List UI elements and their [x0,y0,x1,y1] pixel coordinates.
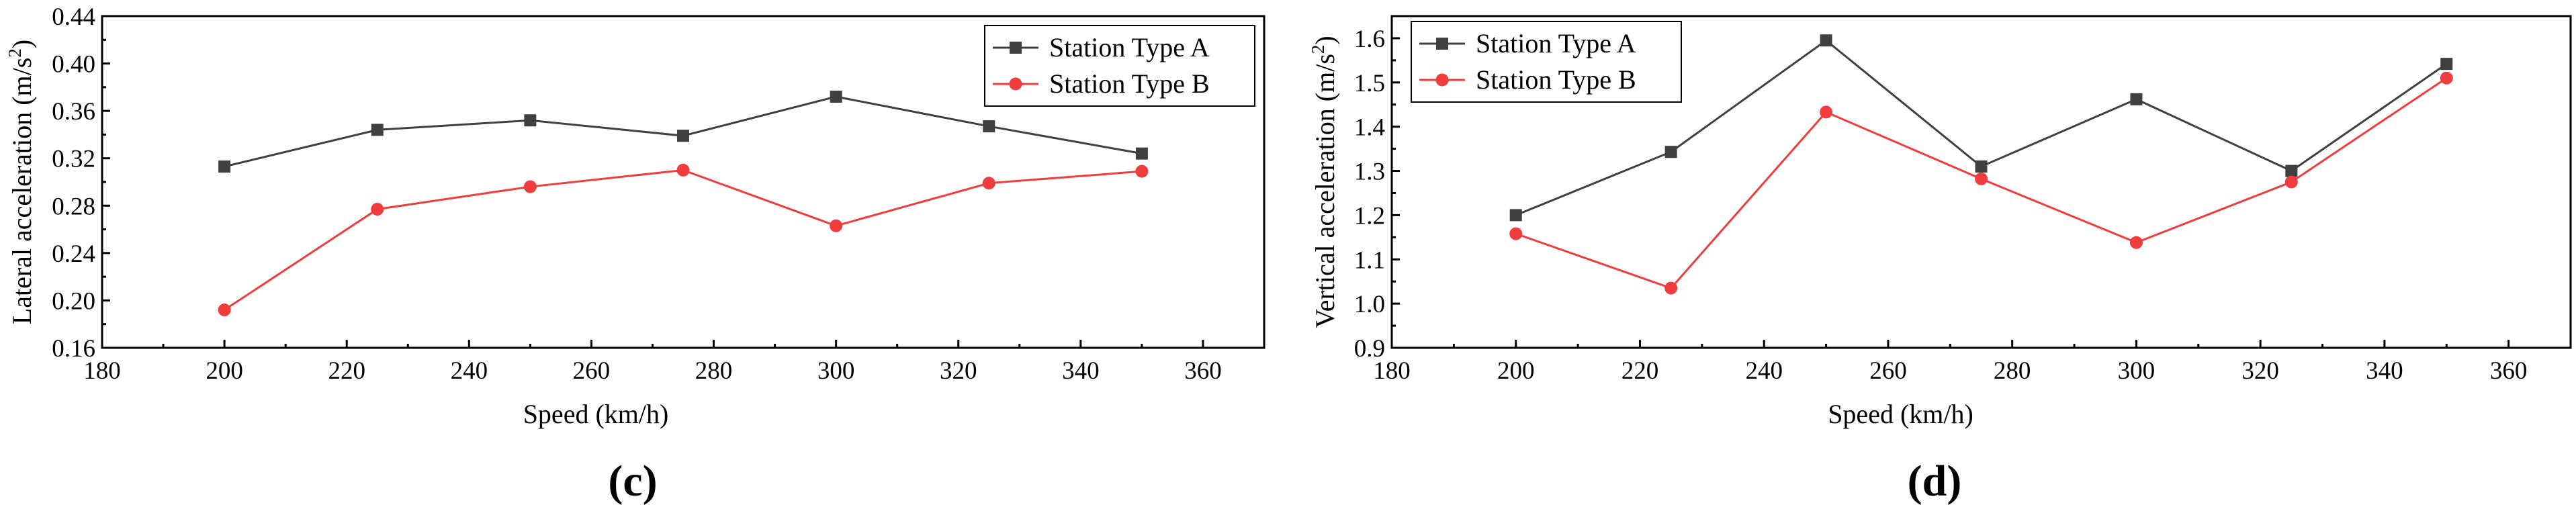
data-point-b [830,219,843,232]
x-tick-label: 220 [328,357,365,385]
data-point-a [983,120,995,133]
y-axis-title: Lateral acceleration (m/s2) [5,40,37,324]
y-axis-title-superscript: 2 [1308,45,1328,54]
x-tick-label: 180 [83,357,121,385]
y-axis-title-main: Vertical acceleration (m/s [1310,54,1340,328]
data-point-a [218,160,231,173]
data-point-a [1664,146,1677,158]
x-tick-label: 320 [2241,357,2279,385]
x-tick-label: 200 [1497,357,1535,385]
x-tick-label: 260 [1869,357,1907,385]
legend-marker-circle [1435,73,1449,87]
data-point-b [371,203,384,216]
data-point-a [371,124,384,136]
x-tick-label: 220 [1622,357,1659,385]
series-line-b [224,169,1143,311]
legend-label: Station Type A [1049,32,1210,62]
data-point-a [524,114,537,127]
x-axis-title: Speed (km/h) [523,399,669,429]
x-tick-label: 340 [2366,357,2403,385]
x-tick-label: 260 [573,357,611,385]
y-tick-label: 0.36 [52,98,95,126]
y-axis-title-end: ) [1310,36,1340,44]
panel-label: (c) [608,457,657,506]
legend-label: Station Type B [1476,64,1636,95]
y-tick-label: 0.16 [52,335,95,363]
data-point-b [1509,227,1523,240]
y-axis-title-end: ) [7,40,37,48]
y-tick-label: 1.3 [1354,158,1385,186]
y-tick-label: 0.24 [52,240,95,268]
data-point-b [1975,172,1988,185]
y-tick-label: 0.32 [52,146,95,173]
y-tick-label: 0.44 [52,3,95,31]
data-point-a [1135,147,1148,160]
y-tick-label: 0.9 [1354,335,1385,363]
data-point-b [1820,105,1833,119]
legend-marker-square [1436,38,1448,50]
data-point-a [677,130,689,142]
x-tick-label: 360 [2490,357,2528,385]
data-point-b [2440,71,2453,85]
x-tick-label: 240 [451,357,488,385]
y-tick-label: 1.1 [1354,246,1385,274]
data-point-b [2129,236,2143,249]
x-tick-label: 280 [1994,357,2031,385]
x-tick-label: 320 [940,357,977,385]
y-tick-label: 0.20 [52,287,95,315]
y-tick-label: 1.0 [1354,291,1385,318]
legend-box [1411,21,1682,103]
legend-marker-circle [1009,77,1022,91]
x-tick-label: 360 [1184,357,1222,385]
x-tick-label: 240 [1745,357,1783,385]
data-point-b [1135,165,1149,178]
x-tick-label: 340 [1062,357,1100,385]
y-tick-label: 0.40 [52,51,95,79]
data-point-a [2440,58,2453,71]
data-point-b [218,304,231,317]
data-point-a [830,90,842,103]
x-axis-title: Speed (km/h) [1828,399,1973,429]
chart-panel-c: 180 200 220 240 260 280 300 320 340 360 0.16 0.20 0.… [5,3,1265,506]
x-tick-label: 280 [695,357,733,385]
y-tick-label: 1.4 [1354,114,1385,142]
legend-box [984,25,1255,107]
x-tick-label: 200 [206,357,243,385]
x-tick-label: 300 [2118,357,2156,385]
y-tick-label: 1.6 [1354,26,1385,53]
panel-label: (d) [1908,457,1962,506]
data-point-b [523,180,537,193]
data-point-b [676,163,690,177]
plot-frame [1390,15,2572,349]
data-point-a [1820,34,1832,47]
data-point-b [2284,175,2298,189]
data-point-a [1975,160,1988,173]
y-tick-label: 1.5 [1354,70,1385,97]
y-axis-title: Vertical acceleration (m/s2) [1308,36,1340,328]
chart-panel-d: 180 200 220 240 260 280 300 320 340 360 0.9 1.0 1.1 1… [1308,15,2572,506]
data-point-a [1509,209,1522,222]
legend-marker-square [1010,42,1022,54]
data-point-b [1664,281,1678,295]
legend-label: Station Type B [1049,68,1210,99]
y-axis-title-superscript: 2 [5,48,25,58]
x-tick-label: 300 [817,357,855,385]
x-tick-label: 180 [1373,357,1411,385]
y-tick-label: 0.28 [52,193,95,220]
data-point-a [2130,93,2143,105]
data-point-a [2285,165,2298,177]
y-axis-title-main: Lateral acceleration (m/s [7,58,37,325]
y-tick-label: 1.2 [1354,202,1385,230]
data-point-b [982,177,995,190]
legend-label: Station Type A [1476,28,1636,58]
